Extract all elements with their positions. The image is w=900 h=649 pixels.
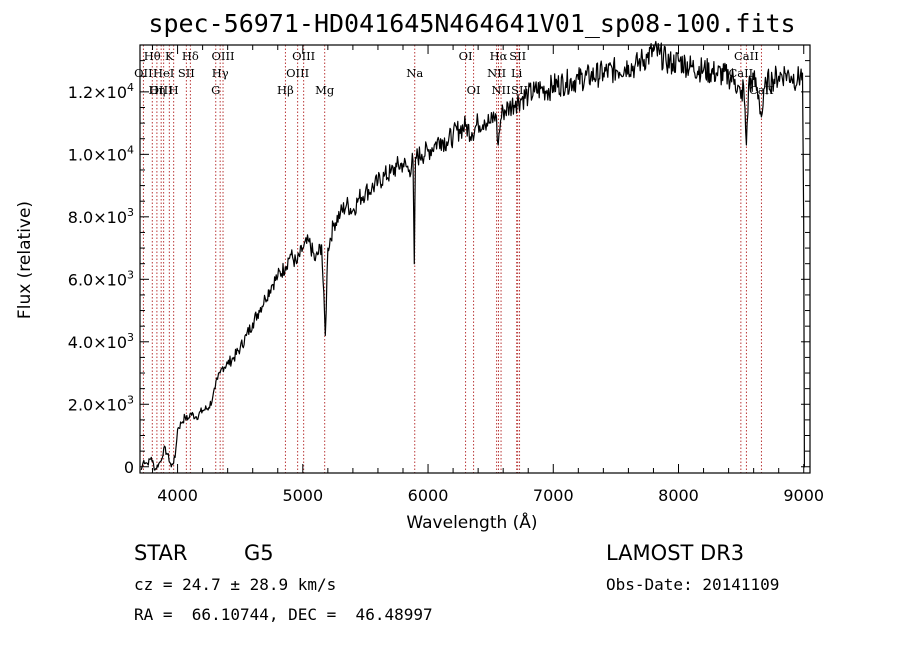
- x-axis-label: Wavelength (Å): [406, 511, 537, 533]
- line-marker-label-18: OI: [467, 83, 481, 97]
- observation-date: Obs-Date: 20141109: [606, 575, 779, 594]
- y-axis-label: Flux (relative): [15, 201, 35, 319]
- y-tick-label-1: 2.0×103: [68, 393, 134, 414]
- y-tick-exponent-6: 4: [127, 81, 134, 94]
- survey-name: LAMOST DR3: [606, 541, 744, 565]
- x-tick-label-3: 7000: [533, 486, 574, 505]
- object-subclass: G5: [244, 541, 274, 565]
- y-tick-mantissa-5: 1.0×10: [68, 145, 127, 164]
- line-marker-label-1: OII: [134, 66, 153, 80]
- coordinates: RA = 66.10744, DEC = 46.48997: [134, 605, 433, 624]
- y-tick-mantissa-2: 4.0×10: [68, 333, 127, 352]
- y-tick-exponent-2: 3: [127, 331, 134, 344]
- y-tick-mantissa-3: 6.0×10: [68, 270, 127, 289]
- line-marker-label-8: Hδ: [182, 49, 199, 63]
- spectrum-series-line: [140, 40, 805, 471]
- line-marker-label-19: Hα: [490, 49, 508, 63]
- line-marker-label-22: SII: [509, 49, 526, 63]
- x-tick-label-0: 4000: [157, 486, 198, 505]
- y-tick-exponent-5: 4: [127, 143, 134, 156]
- line-marker-label-5: HeI: [153, 66, 174, 80]
- y-tick-exponent-1: 3: [127, 393, 134, 406]
- y-tick-mantissa-4: 8.0×10: [68, 208, 127, 227]
- x-axis-ticks: 4000 5000 6000 7000 8000 9000: [152, 45, 824, 505]
- object-class: STAR: [134, 541, 187, 565]
- redshift-cz: cz = 24.7 ± 28.9 km/s: [134, 575, 336, 594]
- y-tick-label-0: 0: [124, 458, 134, 477]
- line-marker-label-6: H: [169, 83, 179, 97]
- line-marker-label-4: K: [165, 49, 174, 63]
- line-marker-label-0: Hθ: [144, 49, 161, 63]
- line-marker-label-20: NII: [487, 66, 506, 80]
- line-marker-label-9: OIII: [211, 49, 234, 63]
- y-tick-label-5: 1.0×104: [68, 143, 134, 164]
- line-marker-label-12: Hβ: [277, 83, 294, 97]
- line-marker-label-26: CaII: [728, 66, 753, 80]
- y-axis-ticks: 02.0×1034.0×1036.0×1038.0×1031.0×1041.2×…: [68, 60, 810, 477]
- spectrum-info: STAR G5 LAMOST DR3 cz = 24.7 ± 28.9 km/s…: [134, 541, 779, 624]
- line-marker-label-25: CaII: [734, 49, 759, 63]
- x-tick-label-4: 8000: [658, 486, 699, 505]
- line-marker-label-16: Na: [406, 66, 423, 80]
- y-tick-label-2: 4.0×103: [68, 331, 134, 352]
- chart-title: spec-56971-HD041645N464641V01_sp08-100.f…: [148, 9, 795, 38]
- y-tick-label-4: 8.0×103: [68, 206, 134, 227]
- line-marker-label-11: G: [211, 83, 220, 97]
- y-tick-exponent-4: 3: [127, 206, 134, 219]
- line-marker-label-10: Hγ: [212, 66, 229, 80]
- y-tick-mantissa-1: 2.0×10: [68, 395, 127, 414]
- line-marker-label-2: Hη: [148, 83, 165, 97]
- line-marker-label-17: OI: [459, 49, 473, 63]
- line-marker-label-15: Mg: [315, 83, 335, 97]
- x-tick-label-5: 9000: [783, 486, 824, 505]
- line-marker-label-3: OIII: [150, 83, 173, 97]
- plot-frame: [139, 44, 811, 474]
- line-marker-label-23: Li: [511, 66, 523, 80]
- y-tick-mantissa-0: 0: [124, 458, 134, 477]
- y-tick-label-6: 1.2×104: [68, 81, 134, 102]
- x-tick-label-2: 6000: [408, 486, 449, 505]
- line-marker-label-14: OIII: [286, 66, 309, 80]
- y-tick-exponent-3: 3: [127, 268, 134, 281]
- y-tick-mantissa-6: 1.2×10: [68, 83, 127, 102]
- spectral-line-markers: [142, 45, 762, 473]
- x-tick-label-1: 5000: [282, 486, 323, 505]
- y-tick-label-3: 6.0×103: [68, 268, 134, 289]
- line-marker-label-7: SII: [178, 66, 195, 80]
- line-marker-label-21: NII: [491, 83, 510, 97]
- line-marker-label-13: OIII: [292, 49, 315, 63]
